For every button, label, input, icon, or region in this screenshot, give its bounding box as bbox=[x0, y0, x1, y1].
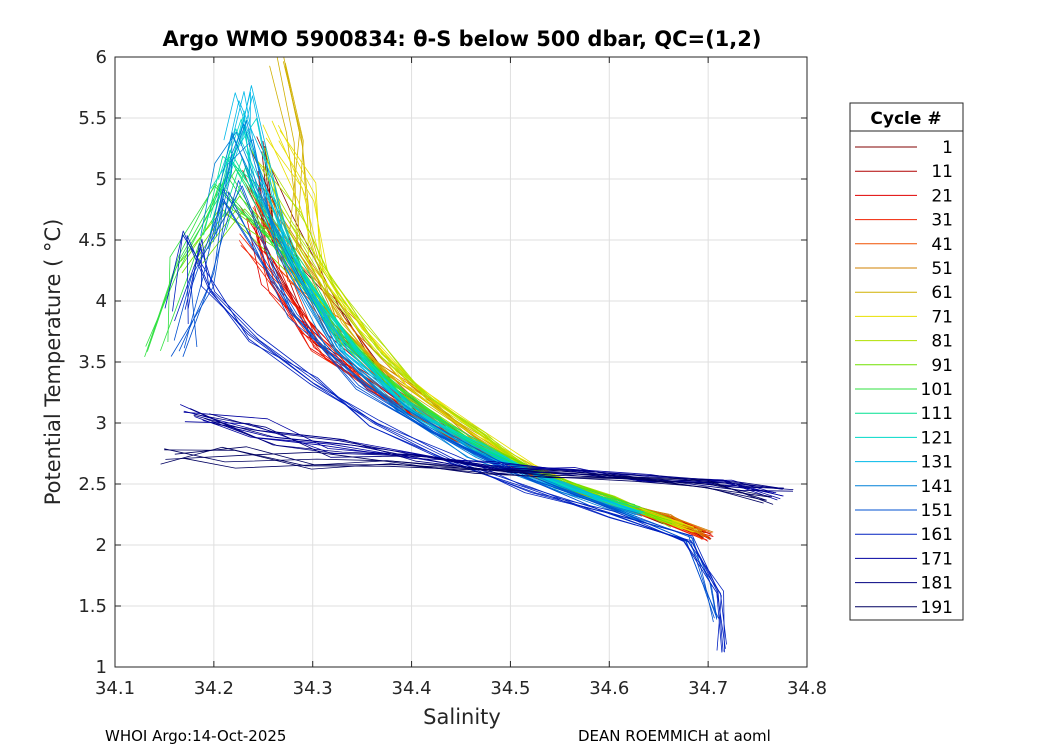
series-line-cycle-51 bbox=[258, 193, 705, 538]
series-line-cycle-161 bbox=[184, 238, 725, 653]
series-line-cycle-161 bbox=[187, 242, 726, 649]
legend-title: Cycle # bbox=[870, 109, 941, 129]
y-tick-label: 1.5 bbox=[78, 596, 107, 617]
series-line-cycle-41 bbox=[268, 201, 706, 536]
legend-entry-label: 61 bbox=[931, 283, 953, 303]
series-line-cycle-191 bbox=[165, 451, 773, 498]
legend-entry-label: 101 bbox=[921, 380, 953, 400]
x-tick-label: 34.6 bbox=[589, 678, 629, 699]
series-line-cycle-191 bbox=[160, 446, 774, 505]
series-line-cycle-161 bbox=[164, 230, 723, 653]
legend-entry-label: 71 bbox=[931, 307, 953, 327]
series-line-cycle-11 bbox=[257, 170, 703, 539]
series-line-cycle-181 bbox=[189, 408, 794, 490]
legend-entry-label: 131 bbox=[921, 453, 953, 473]
series-line-cycle-191 bbox=[164, 449, 767, 501]
series-line-cycle-91 bbox=[181, 212, 671, 528]
series-line-cycle-31 bbox=[261, 235, 708, 538]
x-tick-label: 34.4 bbox=[392, 678, 432, 699]
legend-entry-label: 21 bbox=[931, 186, 953, 206]
x-axis-label: Salinity bbox=[423, 705, 501, 729]
legend-entry-label: 171 bbox=[921, 549, 953, 569]
series-line-cycle-131 bbox=[239, 91, 637, 513]
footer-left: WHOI Argo:14-Oct-2025 bbox=[105, 727, 286, 745]
grid-lines bbox=[114, 56, 808, 668]
legend-entry-label: 121 bbox=[921, 428, 953, 448]
series-line-cycle-121 bbox=[225, 110, 644, 513]
x-tick-label: 34.1 bbox=[95, 678, 135, 699]
y-tick-label: 3 bbox=[96, 413, 107, 434]
series-line-cycle-121 bbox=[226, 126, 635, 513]
legend-entry-label: 141 bbox=[921, 477, 953, 497]
x-tick-label: 34.8 bbox=[787, 678, 827, 699]
x-tick-label: 34.2 bbox=[194, 678, 234, 699]
series-line-cycle-11 bbox=[251, 188, 711, 540]
x-tick-label: 34.7 bbox=[688, 678, 728, 699]
series-line-cycle-31 bbox=[239, 233, 707, 536]
legend-entry-label: 11 bbox=[931, 162, 953, 182]
y-tick-label: 6 bbox=[96, 47, 107, 68]
legend-entry-label: 161 bbox=[921, 525, 953, 545]
footer-right: DEAN ROEMMICH at aoml bbox=[578, 727, 771, 745]
legend-entry-label: 81 bbox=[931, 332, 953, 352]
legend-entry-label: 181 bbox=[921, 574, 953, 594]
series-line-cycle-41 bbox=[255, 198, 703, 540]
y-axis: 1 1.5 2 2.5 3 3.5 4 4.5 5 5.5 6 bbox=[78, 47, 807, 678]
y-tick-label: 2.5 bbox=[78, 474, 107, 495]
legend-entry-label: 41 bbox=[931, 235, 953, 255]
series-line-cycle-141 bbox=[216, 131, 645, 523]
y-tick-label: 2 bbox=[96, 535, 107, 556]
legend-entry-label: 111 bbox=[921, 404, 953, 424]
series-line-cycle-21 bbox=[254, 205, 714, 537]
y-tick-label: 4.5 bbox=[78, 230, 107, 251]
legend-entry-label: 51 bbox=[931, 259, 953, 279]
x-tick-label: 34.3 bbox=[293, 678, 333, 699]
series-line-cycle-101 bbox=[160, 182, 641, 508]
legend-entry-label: 1 bbox=[942, 138, 953, 158]
series-line-cycle-191 bbox=[164, 448, 764, 504]
series-line-cycle-191 bbox=[183, 457, 766, 501]
series-line-cycle-51 bbox=[258, 199, 710, 538]
legend-entry-label: 91 bbox=[931, 356, 953, 376]
series-line-cycle-41 bbox=[275, 214, 713, 534]
legend-entry-label: 191 bbox=[921, 598, 953, 618]
x-tick-label: 34.5 bbox=[490, 678, 530, 699]
series-line-cycle-131 bbox=[232, 91, 638, 515]
y-tick-label: 5 bbox=[96, 169, 107, 190]
series-line-cycle-21 bbox=[254, 224, 705, 537]
legend-entry-label: 151 bbox=[921, 501, 953, 521]
series-line-cycle-131 bbox=[240, 95, 636, 513]
x-axis: 34.1 34.2 34.3 34.4 34.5 34.6 34.7 34.8 bbox=[95, 57, 827, 699]
series-line-cycle-161 bbox=[186, 235, 722, 651]
series-line-cycle-141 bbox=[207, 134, 643, 517]
legend-entry-label: 31 bbox=[931, 211, 953, 231]
legend: Cycle # 11121314151617181911011111211311… bbox=[849, 102, 964, 621]
series-line-cycle-151 bbox=[183, 188, 718, 618]
series-line-cycle-141 bbox=[200, 131, 636, 519]
y-tick-label: 4 bbox=[96, 291, 107, 312]
series-line-cycle-151 bbox=[190, 198, 719, 619]
y-tick-label: 1 bbox=[96, 657, 107, 678]
plot-area bbox=[144, 57, 794, 653]
series-line-cycle-161 bbox=[172, 234, 724, 652]
y-axis-label: Potential Temperature ( °C) bbox=[41, 219, 65, 506]
y-tick-label: 5.5 bbox=[78, 108, 107, 129]
chart-title: Argo WMO 5900834: θ-S below 500 dbar, QC… bbox=[163, 27, 762, 51]
y-tick-label: 3.5 bbox=[78, 352, 107, 373]
